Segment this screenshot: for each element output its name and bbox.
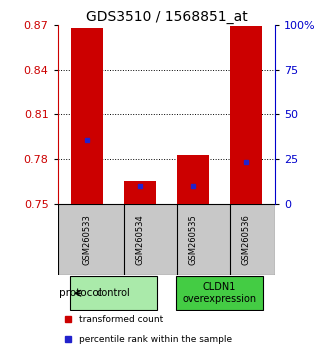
FancyBboxPatch shape xyxy=(70,276,157,310)
Text: GSM260534: GSM260534 xyxy=(135,214,144,265)
Bar xyxy=(71,28,103,204)
Text: CLDN1
overexpression: CLDN1 overexpression xyxy=(182,282,257,304)
Text: transformed count: transformed count xyxy=(79,314,164,324)
FancyBboxPatch shape xyxy=(58,204,275,275)
Text: GSM260536: GSM260536 xyxy=(242,214,251,265)
Text: percentile rank within the sample: percentile rank within the sample xyxy=(79,335,233,343)
FancyBboxPatch shape xyxy=(176,276,263,310)
Text: control: control xyxy=(96,288,130,298)
Text: GSM260533: GSM260533 xyxy=(82,214,91,265)
Text: GSM260535: GSM260535 xyxy=(188,214,197,265)
Bar xyxy=(230,26,262,204)
Bar xyxy=(177,155,209,204)
Text: protocol: protocol xyxy=(59,288,102,298)
Title: GDS3510 / 1568851_at: GDS3510 / 1568851_at xyxy=(85,10,247,24)
Bar xyxy=(124,181,156,204)
